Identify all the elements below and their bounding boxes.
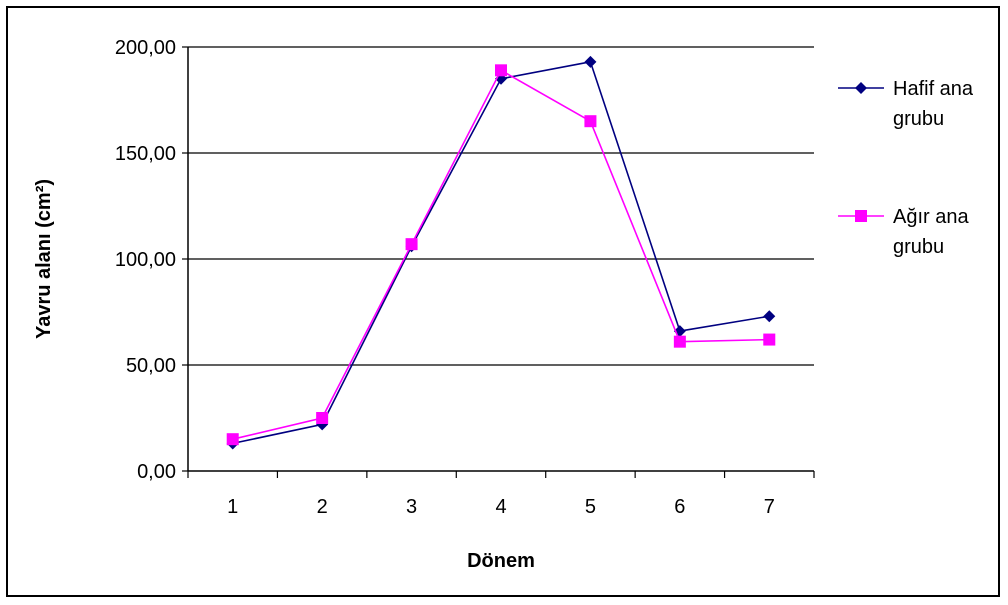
data-point — [316, 412, 329, 424]
y-tick-label: 200,00 — [115, 37, 176, 59]
series-hafif — [226, 55, 776, 450]
legend-item-hafif: Hafif ana grubu — [838, 78, 974, 130]
legend-marker-agir — [855, 210, 867, 222]
x-tick-label: 5 — [585, 496, 596, 518]
x-tick-label: 1 — [227, 496, 238, 518]
legend: Hafif ana grubu Ağır ana grubu — [838, 78, 974, 258]
legend-label-hafif-line1: Hafif ana — [893, 78, 974, 100]
series-line — [232, 60, 770, 445]
y-tick-label: 0,00 — [137, 461, 176, 483]
data-point — [226, 433, 239, 446]
legend-marker-hafif — [855, 82, 867, 94]
y-tick-labels: 0,00 50,00 100,00 150,00 200,00 — [115, 37, 188, 483]
y-axis-title: Yavru alanı (cm²) — [33, 179, 55, 339]
gridlines — [188, 46, 814, 366]
data-point — [763, 333, 776, 346]
x-tick-labels: 1 2 3 4 5 6 7 — [187, 471, 815, 518]
data-point — [763, 310, 776, 323]
series — [226, 55, 776, 450]
data-point — [673, 335, 686, 348]
data-point — [405, 238, 418, 251]
series-agir — [226, 64, 776, 446]
y-tick-label: 150,00 — [115, 143, 176, 165]
data-point — [584, 55, 597, 68]
x-tick-label: 2 — [317, 496, 328, 518]
series-line — [232, 69, 770, 440]
legend-item-agir: Ağır ana grubu — [838, 206, 969, 258]
data-point — [495, 64, 507, 77]
x-axis-title: Dönem — [467, 550, 535, 572]
y-tick-label: 50,00 — [126, 355, 176, 377]
x-tick-label: 3 — [406, 496, 417, 518]
x-tick-label: 7 — [764, 496, 775, 518]
chart-frame — [6, 6, 1000, 597]
data-point — [584, 115, 597, 128]
legend-label-hafif-line2: grubu — [893, 108, 944, 130]
legend-label-agir-line1: Ağır ana — [893, 206, 969, 228]
x-tick-label: 6 — [674, 496, 685, 518]
legend-label-agir-line2: grubu — [893, 236, 944, 258]
x-tick-label: 4 — [495, 496, 506, 518]
y-tick-label: 100,00 — [115, 249, 176, 271]
